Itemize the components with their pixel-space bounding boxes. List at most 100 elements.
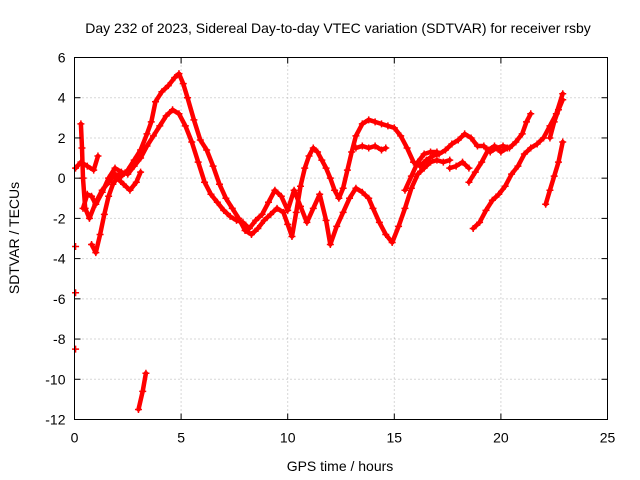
y-tick-label: 2 xyxy=(58,130,66,146)
data-point xyxy=(113,174,121,182)
series-line xyxy=(80,107,452,247)
data-point xyxy=(326,174,334,182)
data-point xyxy=(226,212,234,220)
data-point xyxy=(454,136,462,144)
data-point xyxy=(213,198,221,206)
data-point xyxy=(98,188,106,196)
data-point xyxy=(181,122,189,130)
data-point xyxy=(284,206,292,214)
data-point xyxy=(158,88,166,96)
data-point xyxy=(335,194,343,202)
data-point xyxy=(365,144,373,152)
data-point xyxy=(339,208,347,216)
data-point xyxy=(527,144,535,152)
data-point xyxy=(403,144,411,152)
data-point xyxy=(139,387,147,395)
series-arc-j xyxy=(401,148,441,194)
data-point xyxy=(473,142,481,150)
data-point xyxy=(352,184,360,192)
data-point xyxy=(480,142,488,150)
data-point xyxy=(79,174,87,182)
data-point xyxy=(407,184,415,192)
data-point xyxy=(105,192,113,200)
data-point xyxy=(476,218,484,226)
data-point xyxy=(254,224,262,232)
series-arc-l xyxy=(465,142,511,186)
data-point xyxy=(527,110,535,118)
data-point xyxy=(284,220,292,228)
data-point xyxy=(171,74,179,82)
data-point xyxy=(77,120,85,128)
data-point xyxy=(358,188,366,196)
data-point xyxy=(207,190,215,198)
data-point xyxy=(169,106,177,114)
data-point xyxy=(179,80,187,88)
data-point xyxy=(375,218,383,226)
y-tick-label: -10 xyxy=(45,371,65,387)
y-tick-label: -4 xyxy=(53,251,66,267)
data-point xyxy=(233,216,241,224)
data-point xyxy=(343,166,351,174)
data-point xyxy=(514,162,522,170)
data-point xyxy=(209,162,217,170)
data-point xyxy=(124,170,132,178)
data-point xyxy=(215,180,223,188)
data-point xyxy=(258,210,266,218)
x-axis-label: GPS time / hours xyxy=(287,458,394,474)
data-point xyxy=(559,90,567,98)
data-point xyxy=(156,122,164,130)
data-point xyxy=(220,206,228,214)
data-point xyxy=(461,130,469,138)
data-point xyxy=(190,116,198,124)
data-point xyxy=(554,106,562,114)
plot-frame xyxy=(74,57,608,420)
data-point xyxy=(491,142,499,150)
x-tick-label: 20 xyxy=(493,430,509,446)
data-point xyxy=(260,216,268,224)
data-point xyxy=(446,156,454,164)
data-point xyxy=(72,243,80,251)
data-point xyxy=(465,164,473,172)
x-tick-label: 25 xyxy=(600,430,616,446)
series-arc-a xyxy=(72,152,102,174)
data-point xyxy=(142,369,150,377)
data-point xyxy=(183,94,191,102)
data-point xyxy=(296,182,304,190)
data-point xyxy=(390,124,398,132)
data-point xyxy=(448,140,456,148)
data-point xyxy=(365,194,373,202)
data-point xyxy=(401,204,409,212)
data-point xyxy=(137,168,145,176)
data-point xyxy=(497,148,505,156)
data-point xyxy=(92,249,100,257)
data-point xyxy=(550,172,558,180)
data-point xyxy=(378,120,386,128)
data-point xyxy=(433,148,441,156)
data-point xyxy=(550,118,558,126)
data-point xyxy=(188,138,196,146)
series-arc-k xyxy=(446,158,473,172)
data-point xyxy=(546,134,554,142)
data-point xyxy=(467,134,475,142)
data-point xyxy=(540,134,548,142)
data-point xyxy=(546,186,554,194)
data-point xyxy=(433,156,441,164)
data-point xyxy=(239,218,247,226)
data-point xyxy=(241,226,249,234)
data-point xyxy=(420,150,428,158)
data-point xyxy=(358,142,366,150)
data-point xyxy=(439,158,447,166)
data-point xyxy=(247,230,255,238)
series-arc-h xyxy=(134,369,150,413)
data-point xyxy=(326,241,334,249)
data-point xyxy=(203,146,211,154)
data-point xyxy=(120,180,128,188)
data-point xyxy=(365,116,373,124)
data-point xyxy=(83,190,91,198)
data-point xyxy=(105,174,113,182)
data-point xyxy=(384,122,392,130)
series-arc-n xyxy=(542,138,567,208)
series-line xyxy=(547,97,565,141)
series-arc-e xyxy=(72,243,80,251)
data-point xyxy=(271,186,279,194)
